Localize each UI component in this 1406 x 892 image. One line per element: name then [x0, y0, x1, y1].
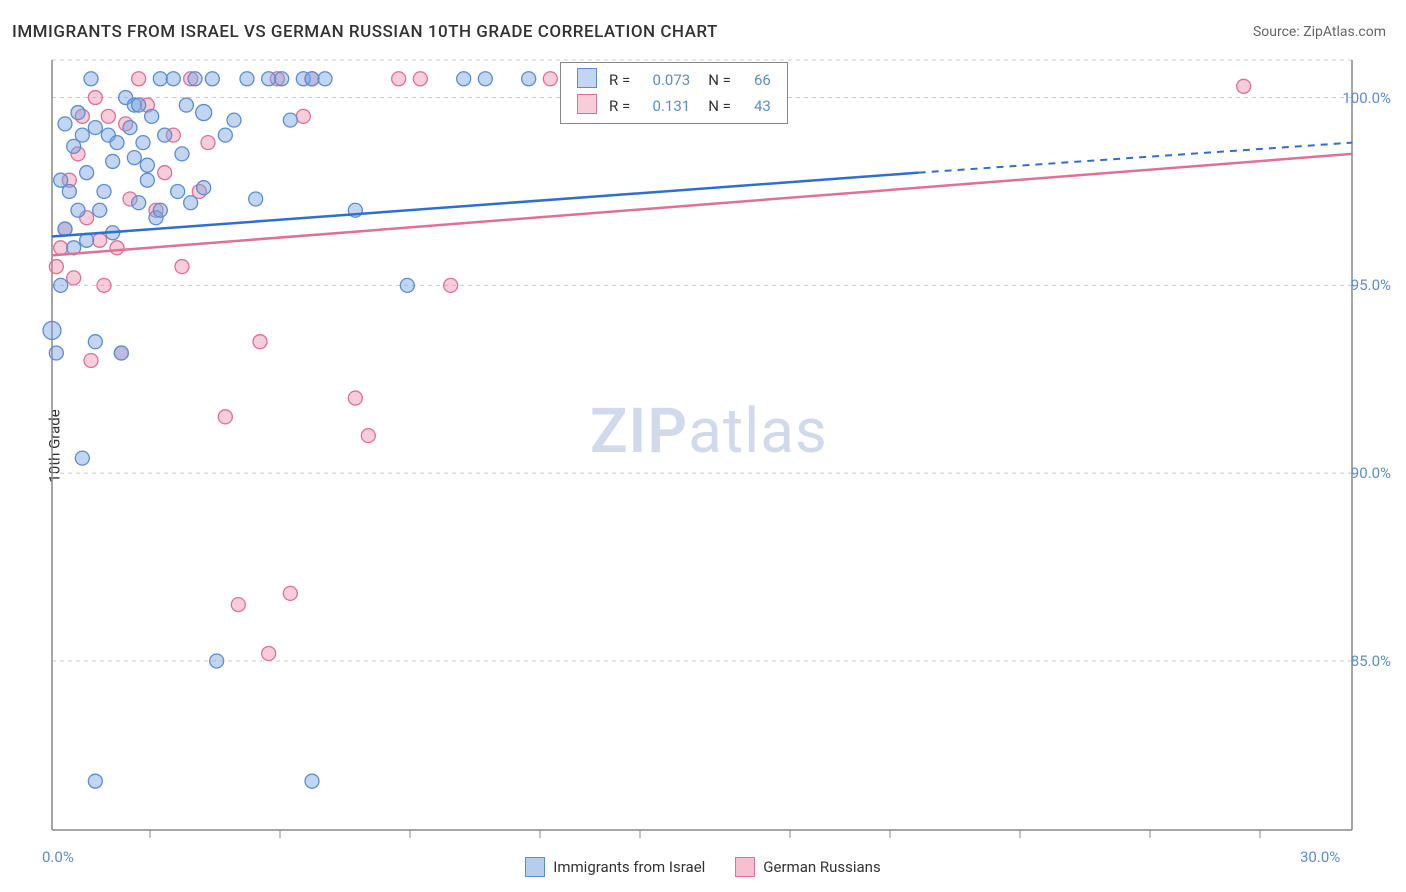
- legend-swatch-icon: [735, 857, 755, 877]
- y-tick: 85.0%: [1331, 652, 1391, 670]
- series-legend: Immigrants from Israel German Russians: [0, 857, 1406, 877]
- chart-container: IMMIGRANTS FROM ISRAEL VS GERMAN RUSSIAN…: [0, 0, 1406, 892]
- x-tick: 30.0%: [1300, 848, 1340, 866]
- legend-label: Immigrants from Israel: [553, 858, 705, 876]
- x-tick: 0.0%: [42, 848, 74, 866]
- y-tick: 95.0%: [1331, 276, 1391, 294]
- y-tick: 90.0%: [1331, 464, 1391, 482]
- legend-label: German Russians: [763, 858, 880, 876]
- legend-swatch-icon: [525, 857, 545, 877]
- correlation-legend: R =0.073N =66R =0.131N =43: [560, 62, 788, 124]
- legend-item-german: German Russians: [735, 857, 880, 877]
- y-tick: 100.0%: [1331, 89, 1391, 107]
- chart-svg: [0, 0, 1406, 892]
- legend-item-israel: Immigrants from Israel: [525, 857, 705, 877]
